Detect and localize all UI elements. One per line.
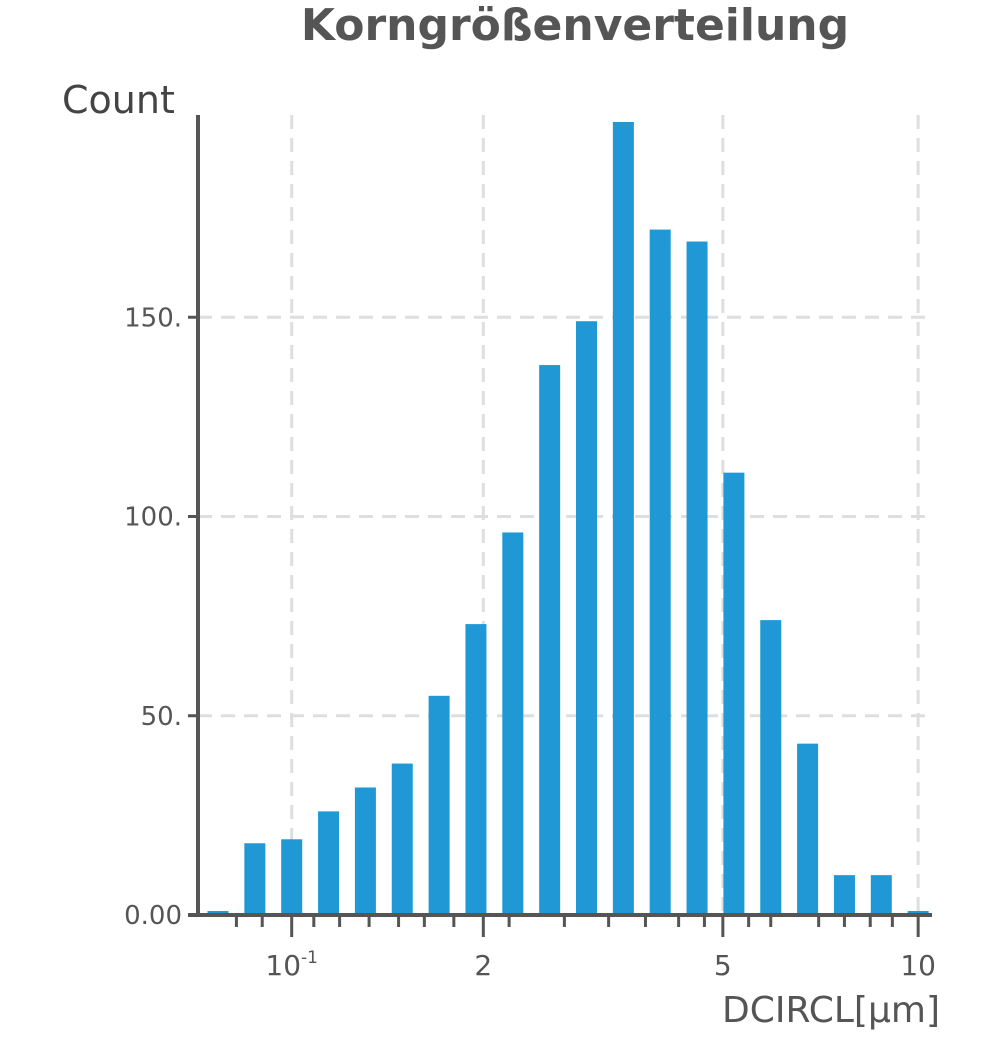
x-tick-label: 10 <box>900 949 936 982</box>
x-tick-label: 5 <box>714 949 732 982</box>
bar <box>465 624 487 915</box>
bar <box>244 843 266 915</box>
bar <box>502 532 524 915</box>
y-axis-label: Count <box>62 78 175 122</box>
bar <box>612 121 634 916</box>
bar <box>649 229 671 915</box>
bar <box>281 839 303 915</box>
x-axis-label: DCIRCL[μm] <box>722 990 940 1031</box>
y-tick-label: 0.00 <box>124 901 182 931</box>
x-tick-label: 10-1 <box>265 948 318 982</box>
bar <box>354 787 376 915</box>
bar <box>797 743 819 915</box>
bar <box>723 472 745 915</box>
chart-title: Korngrößenverteilung <box>300 0 850 51</box>
bar <box>318 811 340 915</box>
bar <box>539 365 561 915</box>
bar <box>391 763 413 915</box>
bar <box>576 321 597 915</box>
bar <box>428 695 450 915</box>
bar <box>686 241 708 915</box>
x-tick-label: 2 <box>474 949 492 982</box>
y-tick-label: 100. <box>124 503 182 533</box>
bar <box>870 875 892 915</box>
bar <box>833 875 855 915</box>
y-tick-label: 50. <box>141 702 182 732</box>
y-tick-label: 150. <box>124 303 182 333</box>
bar <box>760 620 782 915</box>
